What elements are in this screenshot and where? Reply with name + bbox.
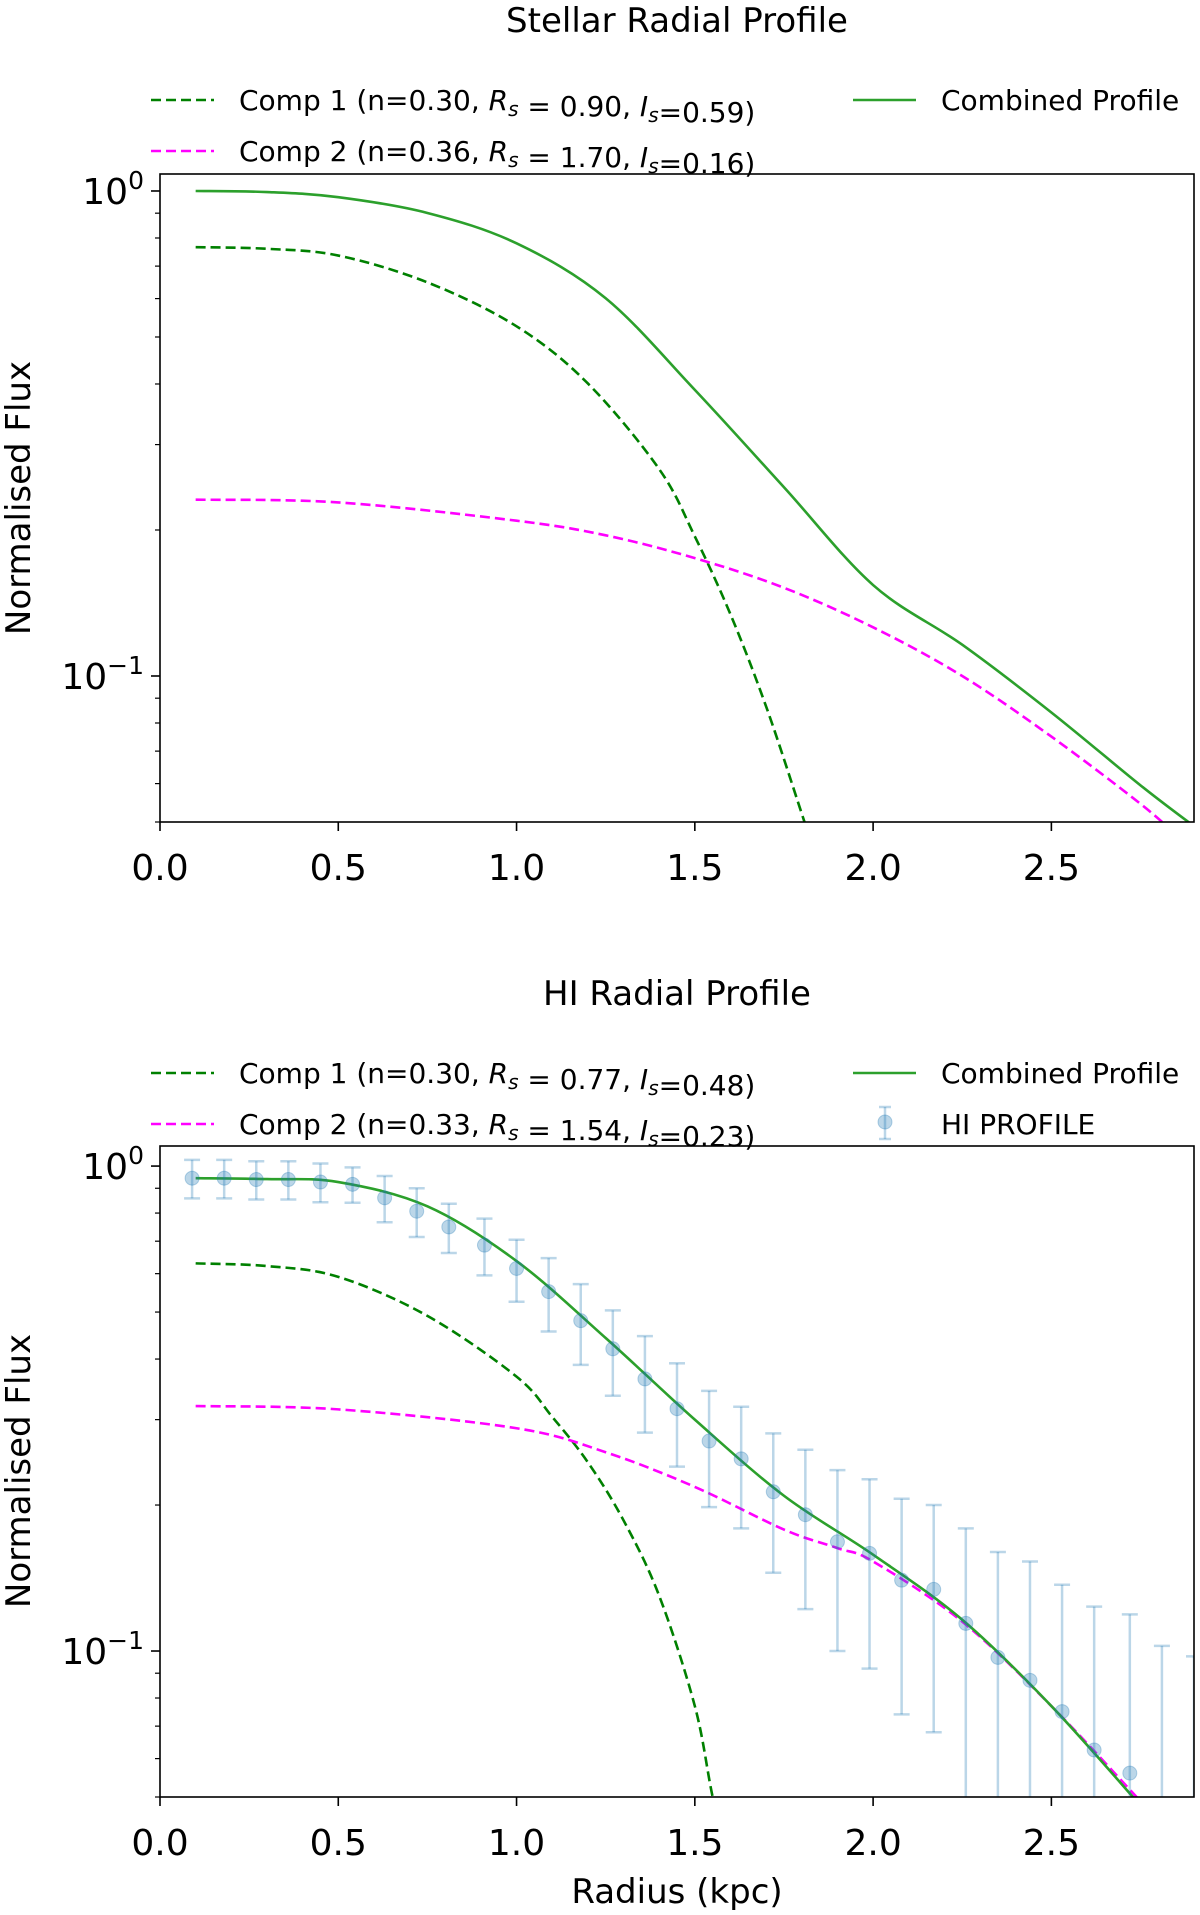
series-line-1 [195, 498, 1165, 822]
plot-area [184, 1158, 1200, 1816]
x-tick-label: 1.5 [666, 1823, 723, 1864]
legend-item: Comp 1 (n=0.30, Rs = 0.90, Is=0.59) [151, 84, 755, 129]
data-point [669, 1401, 685, 1417]
y-axis-label: Normalised Flux [0, 361, 39, 635]
data-point [216, 1170, 232, 1186]
data-point [409, 1203, 425, 1219]
hi-profile-panel: HI Radial Profile 0.0 0.5 1.0 1.5 2.0 2.5 100 10… [0, 974, 1200, 1912]
data-point [280, 1172, 296, 1188]
legend-item: Comp 2 (n=0.33, Rs = 1.54, Is=0.23) [151, 1108, 755, 1153]
legend-marker-icon [877, 1114, 893, 1130]
x-tick-label: 2.0 [844, 848, 901, 889]
x-tick-label: 2.0 [844, 1823, 901, 1864]
legend-label: Comp 2 (n=0.36, Rs = 1.70, Is=0.16) [239, 135, 755, 180]
x-tick-label: 0.0 [131, 1823, 188, 1864]
data-point [958, 1615, 974, 1631]
data-point [541, 1284, 557, 1300]
data-point [1187, 1802, 1200, 1816]
x-tick-label: 1.0 [488, 848, 545, 889]
data-point [573, 1313, 589, 1329]
x-tick-label: 2.5 [1023, 1823, 1080, 1864]
legend-label: Comp 1 (n=0.30, Rs = 0.77, Is=0.48) [239, 1057, 755, 1102]
data-point [605, 1341, 621, 1357]
data-point [377, 1190, 393, 1206]
x-tick-label: 1.5 [666, 848, 723, 889]
legend-item: Combined Profile [853, 84, 1179, 117]
series-line-2 [195, 1176, 1135, 1797]
stellar-profile-panel: Stellar Radial Profile 0.0 0.5 1.0 1.5 2.0 2.5… [0, 1, 1195, 889]
y-tick-label: 10−1 [61, 651, 144, 698]
data-point [1054, 1704, 1070, 1720]
legend-item: Comp 1 (n=0.30, Rs = 0.77, Is=0.48) [151, 1057, 755, 1102]
data-point [1022, 1672, 1038, 1688]
y-tick-label: 100 [82, 166, 144, 213]
data-point [441, 1219, 457, 1235]
legend-label: Comp 1 (n=0.30, Rs = 0.90, Is=0.59) [239, 84, 755, 129]
chart-title: HI Radial Profile [543, 974, 811, 1014]
data-point [926, 1581, 942, 1597]
data-point [862, 1545, 878, 1561]
data-point [1122, 1765, 1138, 1781]
data-point [829, 1534, 845, 1550]
x-tick-label: 0.5 [310, 848, 367, 889]
data-point [637, 1371, 653, 1387]
data-point [509, 1260, 525, 1276]
data-point [1086, 1742, 1102, 1758]
x-tick-label: 1.0 [488, 1823, 545, 1864]
data-point [990, 1649, 1006, 1665]
x-axis-label: Radius (kpc) [571, 1872, 782, 1912]
data-point [345, 1176, 361, 1192]
x-tick-label: 2.5 [1023, 848, 1080, 889]
series-line-2 [195, 189, 1191, 822]
data-point [312, 1174, 328, 1190]
data-point [765, 1484, 781, 1500]
data-point [1155, 1802, 1169, 1816]
y-tick-label: 10−1 [61, 1626, 144, 1673]
x-tick-label: 0.5 [310, 1823, 367, 1864]
series-line-0 [195, 1262, 714, 1797]
data-point [476, 1237, 492, 1253]
y-tick-label: 100 [82, 1141, 144, 1188]
legend-item: Comp 2 (n=0.36, Rs = 1.70, Is=0.16) [151, 135, 755, 180]
legend-label: Combined Profile [941, 84, 1179, 117]
axes-frame [159, 173, 1195, 823]
series-line-0 [195, 245, 806, 822]
legend-label: HI PROFILE [941, 1108, 1095, 1141]
legend-item: HI PROFILE [877, 1105, 1095, 1141]
legend: Comp 1 (n=0.30, Rs = 0.90, Is=0.59) Comp … [151, 84, 1179, 180]
legend: Comp 1 (n=0.30, Rs = 0.77, Is=0.48) Comp … [151, 1057, 1179, 1153]
y-axis-label: Normalised Flux [0, 1334, 39, 1608]
legend-item: Combined Profile [853, 1057, 1179, 1090]
data-point [894, 1572, 910, 1588]
data-point [701, 1433, 717, 1449]
axes-frame [159, 1145, 1195, 1798]
data-point [733, 1451, 749, 1467]
chart-title: Stellar Radial Profile [506, 1, 848, 41]
plot-area [195, 189, 1191, 822]
x-tick-label: 0.0 [131, 848, 188, 889]
data-point [184, 1170, 200, 1186]
legend-label: Combined Profile [941, 1057, 1179, 1090]
data-point [797, 1507, 813, 1523]
data-point [248, 1172, 264, 1188]
legend-label: Comp 2 (n=0.33, Rs = 1.54, Is=0.23) [239, 1108, 755, 1153]
